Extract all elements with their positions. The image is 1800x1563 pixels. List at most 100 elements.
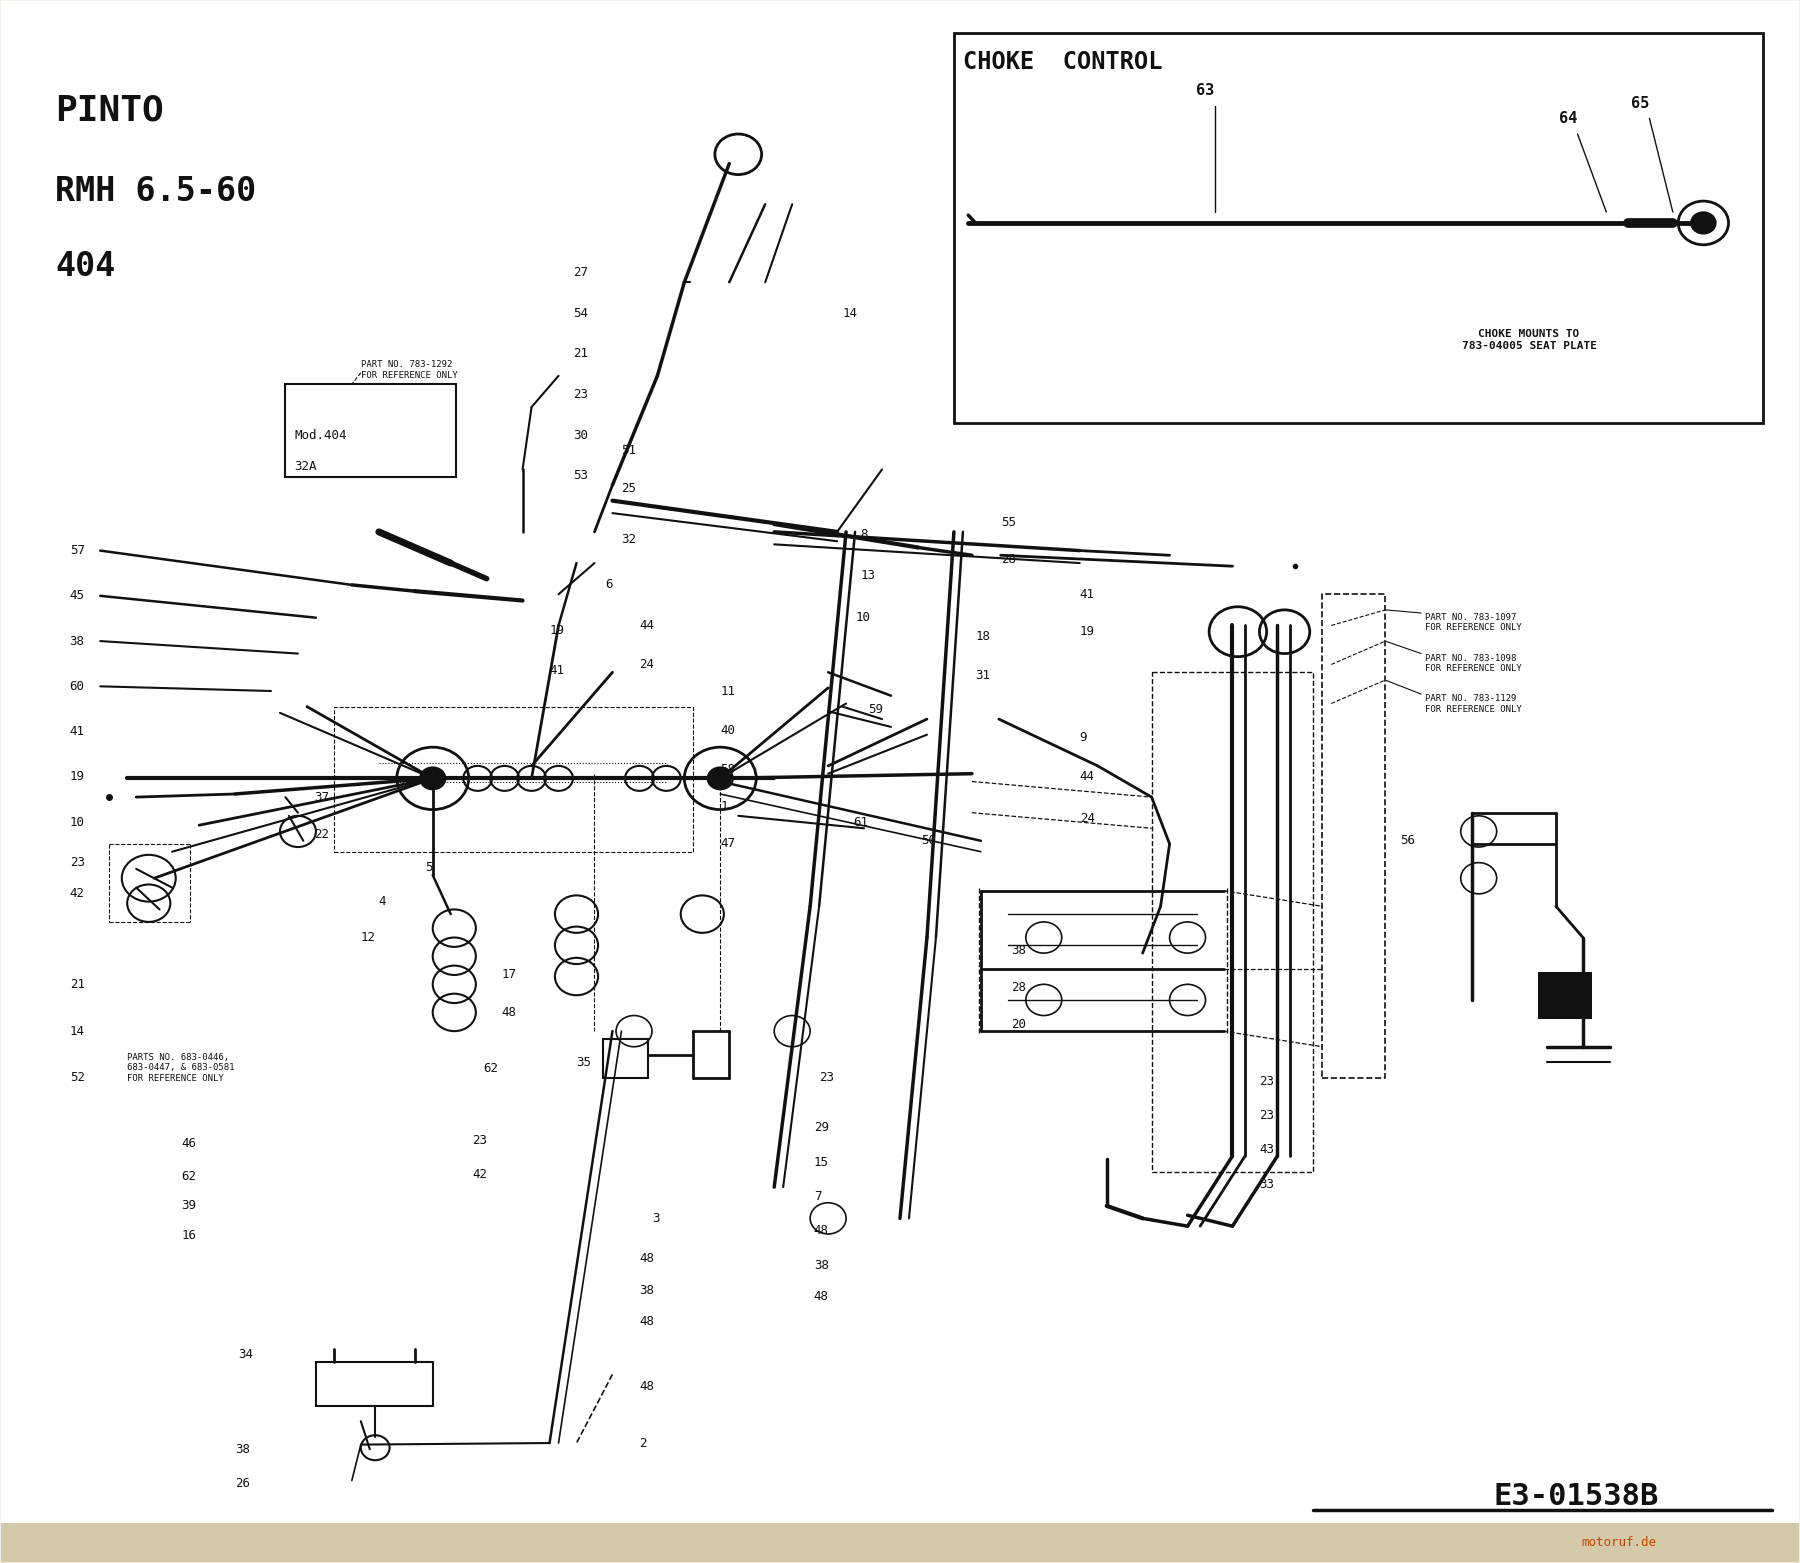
Text: 23: 23 (70, 857, 85, 869)
Text: 1: 1 (720, 800, 727, 813)
Text: E3-01538B: E3-01538B (1492, 1482, 1658, 1510)
Text: 20: 20 (1012, 1019, 1026, 1032)
Text: 13: 13 (860, 569, 875, 581)
Text: 48: 48 (814, 1224, 828, 1238)
Text: 50: 50 (922, 835, 936, 847)
Text: 15: 15 (814, 1155, 828, 1169)
Text: 23: 23 (572, 388, 589, 402)
Text: 38: 38 (70, 635, 85, 647)
Text: 43: 43 (1260, 1143, 1274, 1157)
Text: 55: 55 (1001, 516, 1015, 528)
Text: 61: 61 (853, 816, 868, 828)
Text: 19: 19 (549, 624, 565, 636)
Text: 7: 7 (814, 1189, 821, 1204)
Text: 14: 14 (842, 306, 857, 320)
Text: 41: 41 (549, 664, 565, 677)
Text: 38: 38 (639, 1283, 655, 1297)
Text: Mod.404: Mod.404 (295, 428, 347, 442)
Bar (1537, 972, 1591, 1019)
Text: 26: 26 (236, 1477, 250, 1490)
Text: 52: 52 (70, 1072, 85, 1085)
Text: 24: 24 (639, 658, 655, 671)
Text: 48: 48 (639, 1380, 655, 1393)
Text: RMH 6.5-60: RMH 6.5-60 (56, 175, 257, 208)
Text: 48: 48 (639, 1252, 655, 1266)
Text: PINTO: PINTO (56, 94, 164, 128)
Text: 60: 60 (70, 680, 85, 692)
Text: 41: 41 (1080, 588, 1094, 600)
Text: 14: 14 (70, 1025, 85, 1038)
Bar (286, 383, 455, 477)
Text: 35: 35 (576, 1057, 592, 1069)
Text: 19: 19 (1080, 625, 1094, 638)
Circle shape (419, 767, 445, 789)
Text: 42: 42 (472, 1168, 488, 1182)
Text: 58: 58 (720, 763, 734, 775)
Text: motoruf.de: motoruf.de (1582, 1535, 1656, 1549)
Text: 54: 54 (572, 306, 589, 320)
Text: 23: 23 (1260, 1108, 1274, 1122)
Text: 45: 45 (70, 589, 85, 602)
Text: 17: 17 (500, 969, 517, 982)
Text: 38: 38 (814, 1258, 828, 1272)
Text: 48: 48 (500, 1007, 517, 1019)
Text: 59: 59 (868, 703, 882, 716)
Text: 21: 21 (572, 347, 589, 361)
Text: 51: 51 (621, 444, 637, 458)
Text: 21: 21 (70, 978, 85, 991)
Circle shape (1690, 213, 1715, 234)
Text: 48: 48 (814, 1289, 828, 1304)
Text: 18: 18 (976, 630, 990, 642)
Text: 11: 11 (720, 685, 734, 697)
Text: 39: 39 (182, 1199, 196, 1213)
Bar (954, 33, 1762, 422)
Text: PART NO. 783-1292
FOR REFERENCE ONLY: PART NO. 783-1292 FOR REFERENCE ONLY (360, 359, 457, 380)
Text: 10: 10 (70, 816, 85, 828)
Text: 27: 27 (572, 266, 589, 280)
Text: 42: 42 (70, 888, 85, 900)
Text: 38: 38 (236, 1443, 250, 1455)
Text: 38: 38 (1012, 944, 1026, 957)
Text: 4: 4 (378, 896, 387, 908)
Text: PART NO. 783-1098
FOR REFERENCE ONLY: PART NO. 783-1098 FOR REFERENCE ONLY (1426, 653, 1521, 674)
Text: 23: 23 (1260, 1075, 1274, 1088)
Text: 62: 62 (482, 1063, 499, 1075)
Circle shape (707, 767, 733, 789)
Text: 32: 32 (621, 533, 637, 545)
Text: 57: 57 (70, 544, 85, 556)
Text: 6: 6 (605, 578, 612, 591)
Text: 29: 29 (814, 1121, 828, 1135)
Text: 64: 64 (1559, 111, 1577, 127)
Text: 5: 5 (425, 861, 434, 874)
Text: 3: 3 (652, 1211, 659, 1225)
Text: 10: 10 (855, 611, 869, 624)
Text: 48: 48 (639, 1314, 655, 1329)
Text: CHOKE  CONTROL: CHOKE CONTROL (963, 50, 1163, 73)
Text: 16: 16 (182, 1229, 196, 1243)
Text: 2: 2 (639, 1436, 646, 1449)
Text: 33: 33 (1260, 1177, 1274, 1191)
Text: 47: 47 (720, 838, 734, 850)
Text: 28: 28 (1012, 982, 1026, 994)
Text: 8: 8 (860, 528, 868, 541)
Text: 32A: 32A (295, 460, 317, 474)
Text: CHOKE MOUNTS TO
783-04005 SEAT PLATE: CHOKE MOUNTS TO 783-04005 SEAT PLATE (1462, 330, 1597, 350)
Text: 28: 28 (1001, 553, 1015, 566)
Text: 44: 44 (1080, 771, 1094, 783)
Text: 25: 25 (621, 481, 637, 494)
Text: PARTS NO. 683-0446,
683-0447, & 683-0581
FOR REFERENCE ONLY: PARTS NO. 683-0446, 683-0447, & 683-0581… (128, 1053, 234, 1083)
Text: 46: 46 (182, 1136, 196, 1150)
Text: PART NO. 783-1097
FOR REFERENCE ONLY: PART NO. 783-1097 FOR REFERENCE ONLY (1426, 613, 1521, 633)
Text: 34: 34 (239, 1347, 254, 1361)
Text: 56: 56 (1400, 835, 1415, 847)
Text: 63: 63 (1197, 83, 1215, 98)
Text: 44: 44 (639, 619, 655, 631)
Text: 9: 9 (1080, 731, 1087, 744)
Text: 65: 65 (1631, 95, 1649, 111)
Text: 22: 22 (315, 828, 329, 841)
Text: 62: 62 (182, 1169, 196, 1183)
Text: 37: 37 (315, 791, 329, 803)
Text: 19: 19 (70, 771, 85, 783)
Text: 12: 12 (360, 932, 376, 944)
Bar (2, 1522, 1798, 1561)
